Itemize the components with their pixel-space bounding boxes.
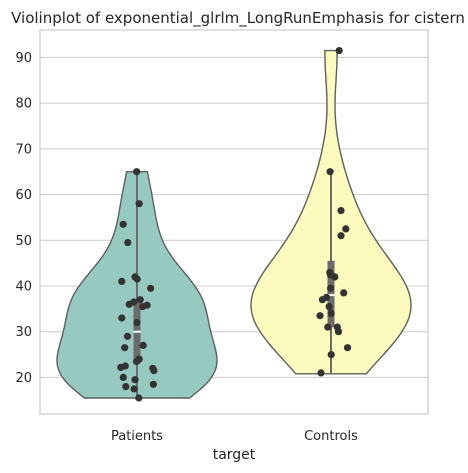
y-tick-label-40: 40 xyxy=(15,280,32,295)
point-patients-5 xyxy=(133,275,141,283)
point-controls-12 xyxy=(325,303,333,311)
point-patients-3 xyxy=(124,239,132,247)
y-tick-label-70: 70 xyxy=(15,142,32,157)
y-tick-labels: 20 30 40 50 60 70 80 90 xyxy=(15,51,32,386)
point-patients-10 xyxy=(125,300,133,308)
point-patients-8 xyxy=(136,296,144,304)
y-tick-label-30: 30 xyxy=(15,325,32,340)
y-tick-label-90: 90 xyxy=(15,51,32,66)
point-controls-9 xyxy=(340,289,348,297)
point-patients-29 xyxy=(135,394,143,402)
data-points xyxy=(117,47,352,402)
point-controls-20 xyxy=(317,369,325,377)
point-patients-0 xyxy=(133,168,141,176)
point-controls-3 xyxy=(342,225,350,233)
point-controls-2 xyxy=(337,207,345,215)
y-tick-label-50: 50 xyxy=(15,234,32,249)
y-tick-label-80: 80 xyxy=(15,97,32,112)
point-patients-2 xyxy=(119,220,127,228)
point-controls-1 xyxy=(326,168,334,176)
point-patients-1 xyxy=(135,200,143,208)
violins xyxy=(56,49,412,399)
point-patients-15 xyxy=(123,332,132,340)
x-axis-label: target xyxy=(213,447,256,463)
point-controls-13 xyxy=(327,309,335,317)
point-patients-6 xyxy=(118,277,126,285)
x-tick-label-patients: Patients xyxy=(111,429,163,444)
iqr-box-controls xyxy=(327,260,335,328)
point-patients-24 xyxy=(119,373,127,381)
point-controls-19 xyxy=(327,351,335,359)
point-patients-23 xyxy=(150,367,158,375)
point-patients-14 xyxy=(133,319,141,327)
point-controls-0 xyxy=(335,47,343,55)
point-controls-14 xyxy=(316,312,324,320)
point-patients-17 xyxy=(121,344,129,352)
point-controls-17 xyxy=(334,328,343,336)
y-tick-label-60: 60 xyxy=(15,188,32,203)
y-tick-label-20: 20 xyxy=(15,371,32,386)
point-patients-12 xyxy=(139,303,147,311)
point-patients-21 xyxy=(117,363,125,371)
point-patients-7 xyxy=(147,284,155,292)
point-controls-11 xyxy=(318,296,326,304)
point-controls-4 xyxy=(337,232,345,240)
point-controls-7 xyxy=(331,273,339,281)
point-patients-19 xyxy=(132,357,141,365)
point-patients-13 xyxy=(118,314,126,322)
point-patients-25 xyxy=(131,376,139,384)
x-tick-labels: Patients Controls xyxy=(111,429,358,444)
x-tick-label-controls: Controls xyxy=(304,429,358,444)
point-controls-8 xyxy=(327,284,335,292)
point-patients-16 xyxy=(139,341,147,349)
point-patients-26 xyxy=(149,380,157,388)
point-controls-18 xyxy=(343,344,352,352)
point-patients-28 xyxy=(130,385,138,393)
chart-title: Violinplot of exponential_glrlm_LongRunE… xyxy=(11,9,465,28)
plot-frame xyxy=(39,29,429,415)
point-controls-16 xyxy=(324,323,332,331)
point-patients-27 xyxy=(122,383,130,391)
